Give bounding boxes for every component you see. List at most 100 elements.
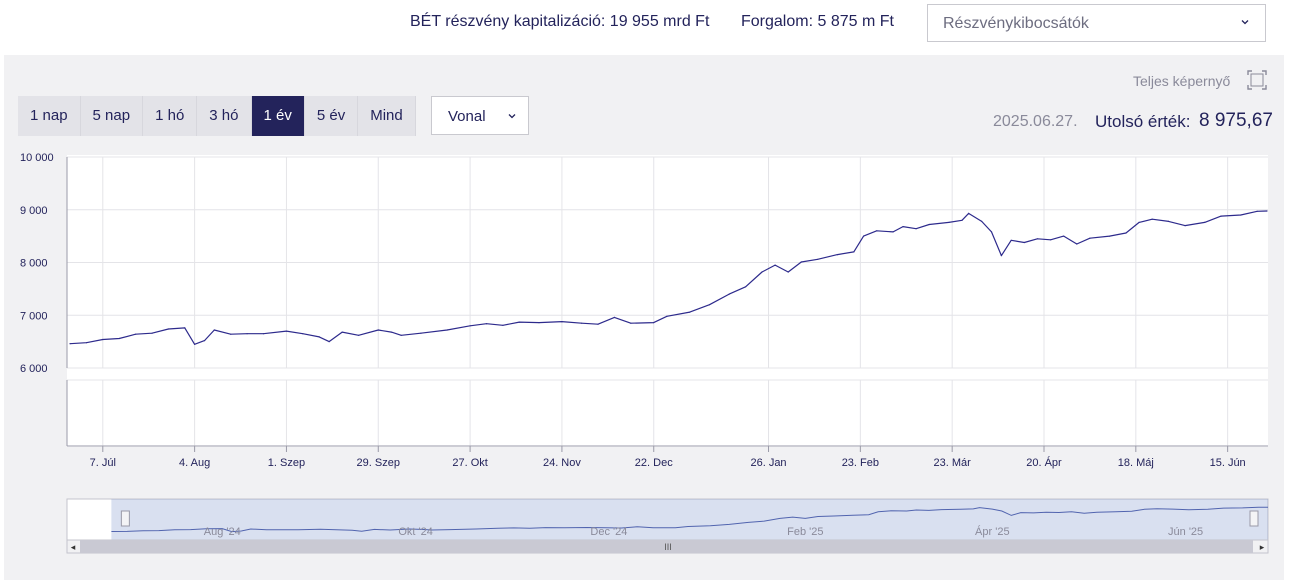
data-point: [246, 333, 248, 335]
x-tick-label: 23. Feb: [842, 457, 879, 469]
data-point: [485, 323, 488, 325]
data-point: [892, 231, 894, 233]
data-point: [1076, 243, 1078, 245]
range-button-6[interactable]: Mind: [358, 96, 416, 136]
data-point: [876, 230, 878, 232]
data-point: [653, 322, 655, 324]
data-point: [377, 329, 379, 331]
last-value-label: Utolsó érték:: [1095, 112, 1191, 131]
y-tick-label: 7 000: [20, 310, 48, 322]
plot-area: [67, 155, 1268, 447]
data-point: [167, 328, 169, 330]
navigator-label: Feb '25: [787, 526, 823, 538]
y-tick-label: 10 000: [20, 152, 54, 164]
data-point: [400, 334, 402, 336]
chevron-down-icon: [508, 114, 516, 119]
data-point: [787, 271, 789, 273]
x-tick-label: 20. Ápr: [1026, 456, 1062, 469]
range-button-0[interactable]: 1 nap: [18, 96, 81, 136]
range-button-5[interactable]: 5 év: [304, 96, 359, 136]
x-tick-label: 26. Jan: [750, 457, 786, 469]
navigator-label: Jún '25: [1168, 526, 1203, 538]
data-point: [135, 333, 137, 335]
range-button-4[interactable]: 1 év: [251, 96, 305, 136]
data-point: [689, 311, 691, 313]
navigator-label: Dec '24: [590, 526, 627, 538]
data-point: [194, 343, 196, 345]
last-date: 2025.06.27.: [993, 113, 1078, 130]
data-point: [597, 323, 599, 325]
range-button-1[interactable]: 5 nap: [80, 96, 144, 136]
fullscreen-link[interactable]: Teljes képernyő: [1133, 73, 1231, 89]
data-point: [302, 333, 304, 335]
navigator-frame: [66, 498, 1269, 541]
y-tick-label: 8 000: [20, 258, 48, 270]
data-point: [1240, 214, 1242, 216]
navigator-series: [111, 506, 1268, 533]
data-point: [1220, 215, 1222, 217]
data-point: [518, 321, 520, 323]
data-point: [1266, 210, 1268, 212]
last-value: 8 975,67: [1199, 110, 1273, 131]
data-point: [1125, 232, 1127, 234]
data-point: [745, 286, 747, 288]
x-tick-label: 29. Szep: [357, 457, 400, 469]
data-point: [774, 264, 776, 266]
turnover-text: Forgalom: 5 875 m Ft: [741, 13, 894, 30]
data-point: [561, 321, 563, 323]
chart-type-label: Vonal: [448, 108, 486, 125]
data-point: [184, 327, 186, 329]
data-point: [1109, 235, 1111, 237]
x-tick-label: 24. Nov: [543, 457, 581, 469]
data-point: [85, 342, 87, 344]
data-point: [1023, 241, 1025, 244]
issuer-select[interactable]: Részvénykibocsátók: [927, 4, 1266, 42]
data-point: [1204, 221, 1206, 223]
range-button-3[interactable]: 3 hó: [197, 96, 252, 136]
data-point: [1000, 255, 1003, 257]
data-point: [230, 333, 232, 335]
data-point: [262, 333, 265, 335]
data-point: [285, 330, 287, 332]
data-point: [1184, 225, 1186, 227]
data-point: [1036, 238, 1038, 240]
range-button-2[interactable]: 1 hó: [143, 96, 198, 136]
data-point: [1063, 235, 1065, 237]
data-point: [863, 235, 865, 237]
data-point: [446, 329, 448, 331]
data-point: [151, 332, 153, 334]
navigator-handle: [120, 510, 130, 527]
x-tick-label: 7. Júl: [90, 457, 116, 469]
x-tick-label: 18. Máj: [1118, 457, 1154, 469]
data-point: [761, 271, 763, 273]
range-selector: 1 nap 5 nap 1 hó 3 hó 1 év 5 év Mind: [18, 96, 416, 136]
data-point: [981, 220, 983, 222]
navigator-label: Aug '24: [204, 526, 241, 538]
fullscreen-icon[interactable]: [1247, 70, 1267, 90]
data-point: [800, 261, 802, 263]
data-point: [708, 304, 711, 306]
data-point: [1151, 218, 1153, 220]
navigator-mask: [111, 499, 1268, 540]
data-point: [469, 325, 471, 327]
top-bar: BÉT részvény kapitalizáció: 19 955 mrd F…: [0, 0, 1292, 52]
data-point: [853, 251, 855, 253]
data-point: [69, 343, 71, 345]
data-point: [390, 331, 392, 333]
data-point: [613, 316, 616, 318]
data-point: [538, 322, 540, 324]
scrollbar-thumb: [80, 540, 1253, 553]
data-point: [817, 258, 819, 260]
data-point: [213, 329, 215, 331]
scroll-right-arrow: ▸: [1260, 543, 1265, 553]
x-tick-label: 1. Szep: [268, 457, 305, 469]
data-point: [666, 315, 668, 317]
data-point: [358, 334, 360, 336]
data-point: [1256, 210, 1258, 212]
data-point: [1138, 221, 1140, 223]
chart-type-select[interactable]: Vonal: [431, 96, 529, 135]
data-point: [990, 231, 993, 233]
data-point: [502, 324, 504, 326]
scrollbar-grip: III: [664, 542, 672, 552]
